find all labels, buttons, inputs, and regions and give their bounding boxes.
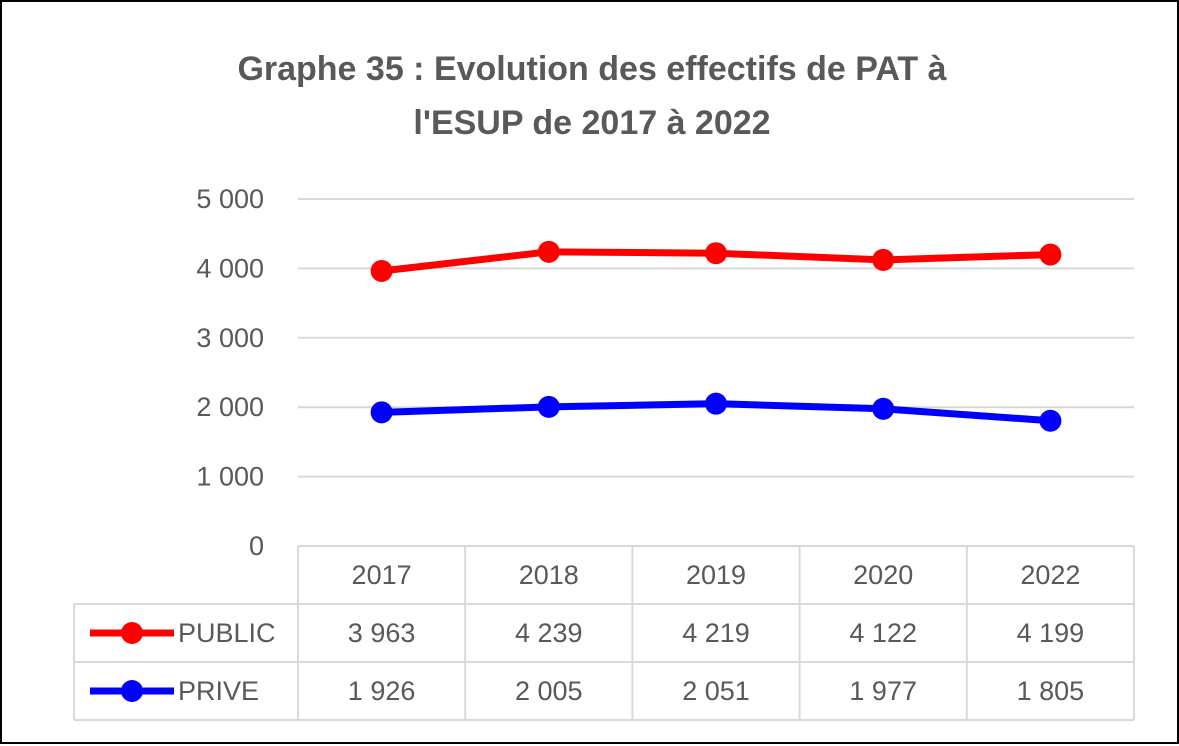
data-point (705, 392, 727, 415)
data-point (537, 240, 560, 263)
x-category-label: 2020 (853, 560, 913, 590)
table-value-cell: 4 122 (849, 618, 917, 648)
data-point (705, 242, 727, 265)
x-category-label: 2022 (1020, 560, 1080, 590)
y-tick-label: 2 000 (196, 392, 264, 422)
data-point (872, 397, 895, 420)
table-value-cell: 1 805 (1017, 676, 1085, 706)
table-value-cell: 2 051 (682, 676, 750, 706)
data-point (1039, 409, 1062, 432)
data-point (370, 259, 393, 282)
data-point (872, 248, 895, 271)
table-value-cell: 4 219 (682, 618, 750, 648)
series-lines (370, 240, 1062, 432)
y-tick-label: 1 000 (196, 462, 264, 492)
legend-series-name: PUBLIC (178, 618, 276, 648)
y-tick-label: 3 000 (196, 323, 264, 353)
legend-key-marker (121, 622, 143, 644)
table-value-cell: 1 977 (849, 676, 917, 706)
data-point (1039, 243, 1062, 266)
chart-title-line-1: Graphe 35 : Evolution des effectifs de P… (237, 50, 946, 88)
legend-key-marker (121, 680, 143, 702)
legend-series-name: PRIVE (178, 676, 259, 706)
data-table: 2017 2018 2019 2020 2022 PUBLIC 3 963 4 239 4 21… (73, 545, 1135, 721)
data-point (370, 401, 393, 424)
x-category-label: 2019 (686, 560, 746, 590)
table-value-cell: 4 239 (515, 618, 583, 648)
y-axis-tick-labels: 0 1 000 2 000 3 000 4 000 5 000 (196, 184, 264, 561)
table-value-cell: 4 199 (1017, 618, 1085, 648)
table-value-cell: 3 963 (348, 618, 416, 648)
chart-title-line-2: l'ESUP de 2017 à 2022 (413, 104, 770, 142)
y-tick-label: 0 (249, 531, 264, 561)
table-value-cell: 2 005 (515, 676, 583, 706)
gridlines (298, 198, 1134, 478)
x-category-label: 2018 (519, 560, 579, 590)
data-point (537, 395, 560, 418)
y-tick-label: 5 000 (196, 184, 264, 214)
x-category-label: 2017 (352, 560, 412, 590)
y-tick-label: 4 000 (196, 253, 264, 283)
table-value-cell: 1 926 (348, 676, 416, 706)
